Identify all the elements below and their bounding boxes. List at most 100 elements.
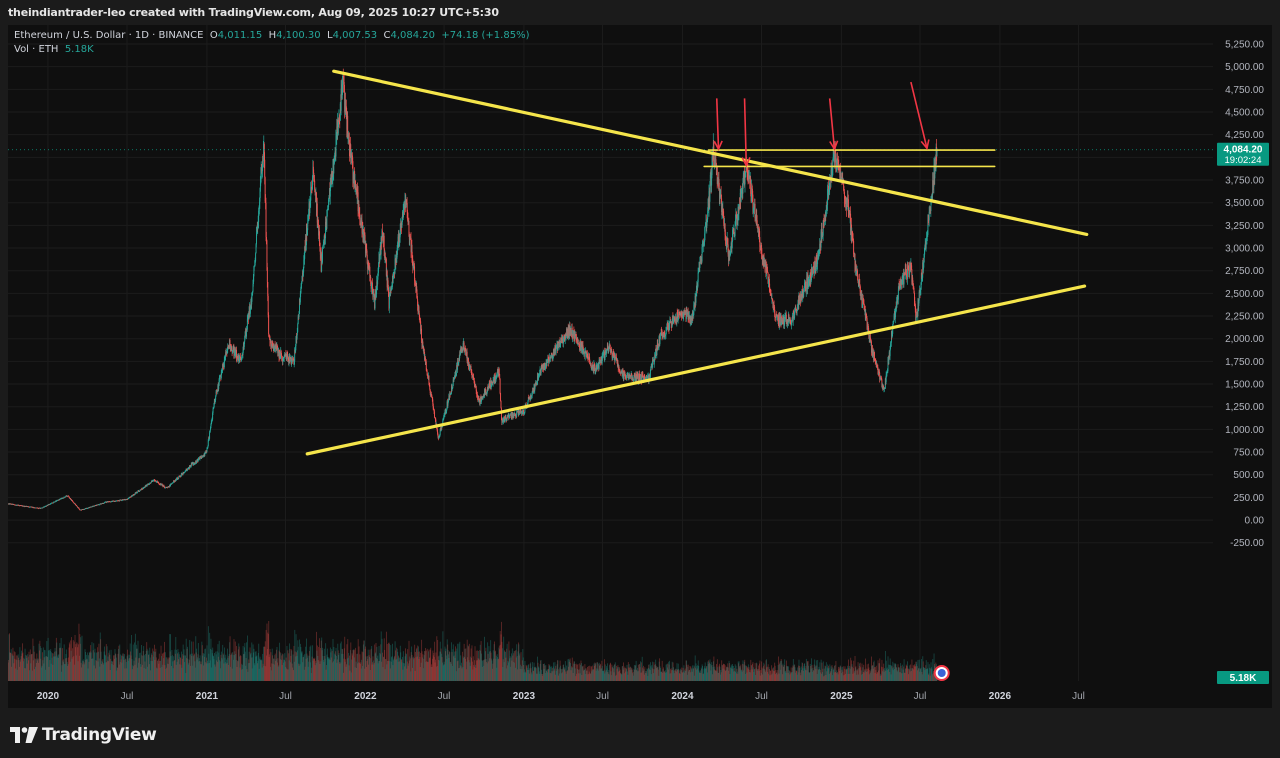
volume-bar [680,669,682,681]
volume-bar [385,659,386,681]
volume-bar [596,668,598,681]
volume-bar [581,666,583,681]
volume-bar [48,650,49,681]
volume-bar [241,663,243,681]
volume-bar [590,673,591,681]
candle [176,478,178,481]
volume-bar [162,653,164,681]
volume-bar [427,662,429,681]
volume-bar [540,660,542,681]
volume-bar [610,675,612,681]
volume-bar [500,644,502,681]
volume-bar [56,657,58,681]
volume-bar [144,655,145,681]
volume-bar [185,638,187,681]
volume-bar [161,655,162,681]
candle [611,348,613,354]
volume-bar [494,650,496,681]
candle [635,378,637,381]
chart-panel[interactable]: 5,250.00 5,000.00 4,750.00 4,500.00 4,250.00… [8,25,1272,708]
volume-bar [21,653,23,681]
volume-bar [403,663,405,681]
volume-bar [61,648,63,681]
candle [196,460,198,462]
candle [359,220,361,224]
volume-bar [393,658,395,681]
volume-bar [719,663,720,681]
volume-bar [455,646,456,681]
volume-bar [418,646,420,681]
volume-bar [683,672,685,681]
candle [556,346,558,349]
candle [466,351,468,361]
volume-bar [216,651,218,681]
volume-bar [126,668,128,681]
volume-bar [130,655,132,681]
candle [196,461,198,464]
volume-bar [480,650,482,681]
volume-bar [411,655,413,681]
candle [476,390,478,395]
volume-bar [314,665,316,681]
volume-bar [563,664,565,681]
volume-bar [487,653,489,681]
volume-bar [161,667,163,681]
volume-bar [552,671,554,681]
volume-bar [342,672,344,681]
volume-bar [483,659,485,681]
volume-bar [275,660,277,681]
volume-bar [402,669,404,681]
volume-bar [547,668,549,681]
volume-bar [573,663,575,681]
candle [499,378,501,394]
volume-bar [98,658,100,681]
volume-bar [237,660,238,681]
volume-bar [368,655,370,681]
candle [178,476,180,479]
candle [183,472,185,474]
volume-bar [370,658,372,681]
volume-bar [505,657,507,681]
volume-bar [572,672,574,681]
volume-bar [449,661,451,681]
candle [587,356,589,358]
volume-bar [574,663,576,681]
volume-bar [641,672,643,681]
volume-bar [286,645,288,681]
volume-bar [197,643,199,681]
volume-bar [669,660,671,681]
volume-bar [639,667,641,681]
volume-bar [193,655,195,681]
volume-bar [506,648,508,681]
volume-bar [484,636,486,681]
volume-bar [679,672,681,681]
volume-bar [317,655,319,681]
volume-bar [699,672,700,681]
volume-bar [703,669,705,681]
chart-background [8,25,1272,708]
volume-bar [489,650,491,681]
volume-bar [375,642,377,681]
volume-bar [708,661,710,681]
volume-bar [593,669,595,681]
volume-bar [582,665,584,681]
candle [111,501,112,503]
volume-bar [431,667,433,681]
candlestick-chart[interactable]: 5,250.005,000.004,750.004,500.004,250.00… [8,25,1272,708]
volume-bar [277,658,279,681]
volume-bar [104,654,106,681]
volume-bar [287,650,289,681]
volume-bar [321,650,323,681]
volume-bar [531,662,533,681]
volume-bar [326,648,328,681]
volume-bar [647,667,649,681]
volume-bar [75,647,76,681]
volume-bar [23,658,25,681]
volume-bar [451,665,453,681]
candle [190,463,192,467]
volume-bar [465,648,467,681]
volume-bar [242,669,244,681]
volume-bar [490,652,492,681]
volume-bar [178,652,180,681]
volume-bar [428,658,430,681]
